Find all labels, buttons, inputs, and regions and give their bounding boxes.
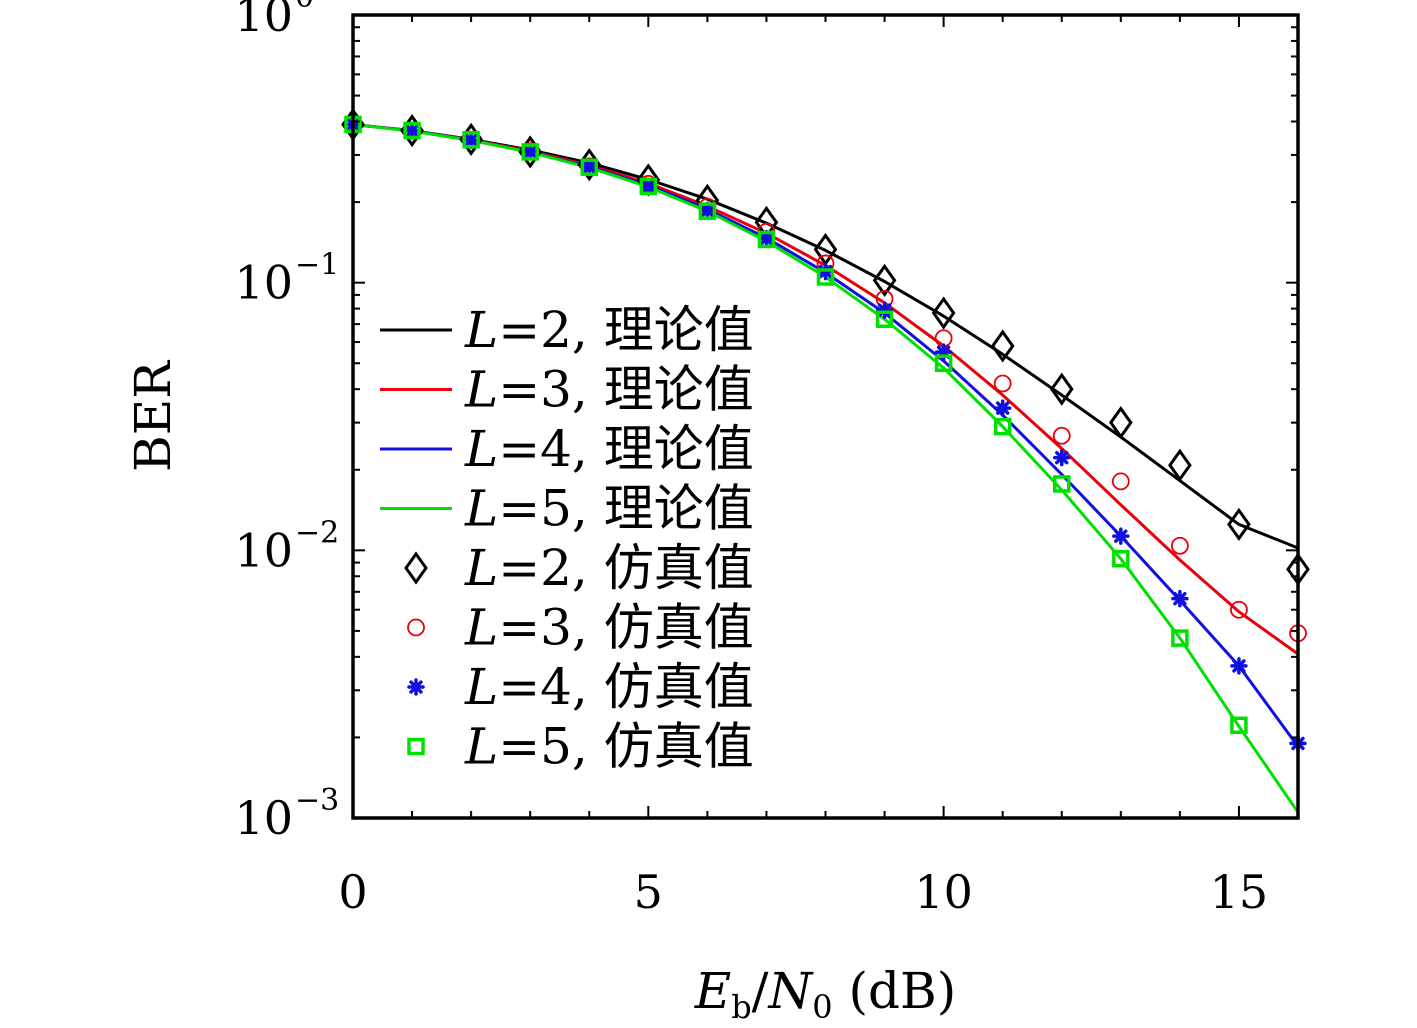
data-point xyxy=(462,130,480,149)
data-point xyxy=(993,374,1012,393)
data-point xyxy=(1230,600,1248,619)
legend-text: =5, 理论值 xyxy=(498,480,754,538)
data-point xyxy=(1170,536,1189,555)
legend-var: L xyxy=(464,420,498,478)
data-point xyxy=(639,177,658,196)
x-tick-labels: 0 5 10 15 xyxy=(338,865,1268,919)
legend-entry-label: L=4, 理论值 xyxy=(464,420,754,478)
legend-text: =5, 仿真值 xyxy=(498,718,754,776)
legend-text: =3, 理论值 xyxy=(498,361,754,419)
data-point xyxy=(639,177,658,196)
legend-entry-label: L=2, 仿真值 xyxy=(464,539,754,597)
data-point xyxy=(521,143,539,161)
data-point xyxy=(1171,589,1189,608)
legend-var: L xyxy=(464,718,498,776)
legend-var: L xyxy=(464,480,498,538)
y-tick-label: 10 xyxy=(234,791,293,845)
legend-background xyxy=(372,298,842,798)
legend-var: L xyxy=(464,361,498,419)
y-tick-exponent: −3 xyxy=(295,783,339,818)
x-tick-label: 0 xyxy=(338,865,367,919)
y-axis-label: BER xyxy=(124,360,182,472)
data-point xyxy=(462,131,480,149)
y-tick-exponent: −1 xyxy=(295,248,339,283)
axis-ticks xyxy=(352,14,1299,819)
data-point xyxy=(403,121,421,140)
legend-entry-label: L=3, 理论值 xyxy=(464,361,754,419)
data-point xyxy=(1171,629,1189,647)
data-point xyxy=(993,399,1012,417)
x-axis-label-slash: / xyxy=(752,962,769,1020)
data-point xyxy=(1230,716,1248,735)
y-tick-exponent: −2 xyxy=(295,515,339,550)
legend-var: L xyxy=(464,658,498,716)
data-point xyxy=(1227,507,1251,541)
data-point xyxy=(580,158,598,176)
legend-entry-label: L=5, 理论值 xyxy=(464,480,754,538)
data-point xyxy=(1049,372,1074,406)
legend-text: =4, 仿真值 xyxy=(498,658,754,716)
x-axis-label: Eb/N0 (dB) xyxy=(694,962,957,1026)
data-point xyxy=(1053,475,1071,493)
data-point xyxy=(404,551,428,585)
data-point xyxy=(1168,448,1192,482)
data-point xyxy=(1112,527,1130,545)
data-point xyxy=(407,737,425,756)
data-point xyxy=(1230,657,1248,675)
data-point xyxy=(757,229,776,248)
x-axis-label-main: E xyxy=(694,962,732,1020)
legend-var: L xyxy=(464,301,498,359)
legend-entry-label: L=5, 仿真值 xyxy=(464,718,754,776)
data-point xyxy=(1052,426,1071,445)
data-point xyxy=(872,263,897,297)
data-point xyxy=(816,268,835,286)
legend-entry-label: L=2, 理论值 xyxy=(464,301,754,359)
data-point xyxy=(580,158,598,176)
data-point xyxy=(931,296,956,330)
x-tick-label: 5 xyxy=(634,865,663,919)
y-tick-labels: 10010−110−210−3 xyxy=(234,0,339,845)
x-axis-label-main2: N xyxy=(768,962,815,1020)
legend-var: L xyxy=(464,599,498,657)
data-point xyxy=(875,301,894,319)
data-point xyxy=(1108,406,1133,440)
data-point xyxy=(521,143,539,161)
data-point xyxy=(1111,472,1130,491)
x-axis-label-sub2: 0 xyxy=(812,988,832,1026)
data-point xyxy=(407,618,425,637)
legend-text: =4, 理论值 xyxy=(498,420,754,478)
y-tick-exponent: 0 xyxy=(295,0,314,15)
y-tick-label: 10 xyxy=(234,0,293,42)
data-point xyxy=(403,122,421,140)
y-tick-label: 10 xyxy=(234,523,293,577)
legend-entry-label: L=4, 仿真值 xyxy=(464,658,754,716)
x-tick-label: 10 xyxy=(914,865,973,919)
data-point xyxy=(698,202,717,220)
legend-var: L xyxy=(464,539,498,597)
data-point xyxy=(407,678,425,696)
legend-text: =3, 仿真值 xyxy=(498,599,754,657)
x-tick-label: 15 xyxy=(1210,865,1269,919)
legend-entry-label: L=3, 仿真值 xyxy=(464,599,754,657)
data-point xyxy=(1053,448,1071,467)
data-point xyxy=(993,417,1012,436)
y-tick-label: 10 xyxy=(234,256,293,310)
legend-text: =2, 理论值 xyxy=(498,301,754,359)
data-point xyxy=(934,354,953,372)
legend-text: =2, 仿真值 xyxy=(498,539,754,597)
data-point xyxy=(757,230,776,249)
data-point xyxy=(875,310,894,329)
x-axis-label-sub1: b xyxy=(731,988,751,1026)
data-point xyxy=(990,329,1015,363)
data-point xyxy=(1112,550,1130,568)
x-axis-label-unit: (dB) xyxy=(833,962,957,1020)
